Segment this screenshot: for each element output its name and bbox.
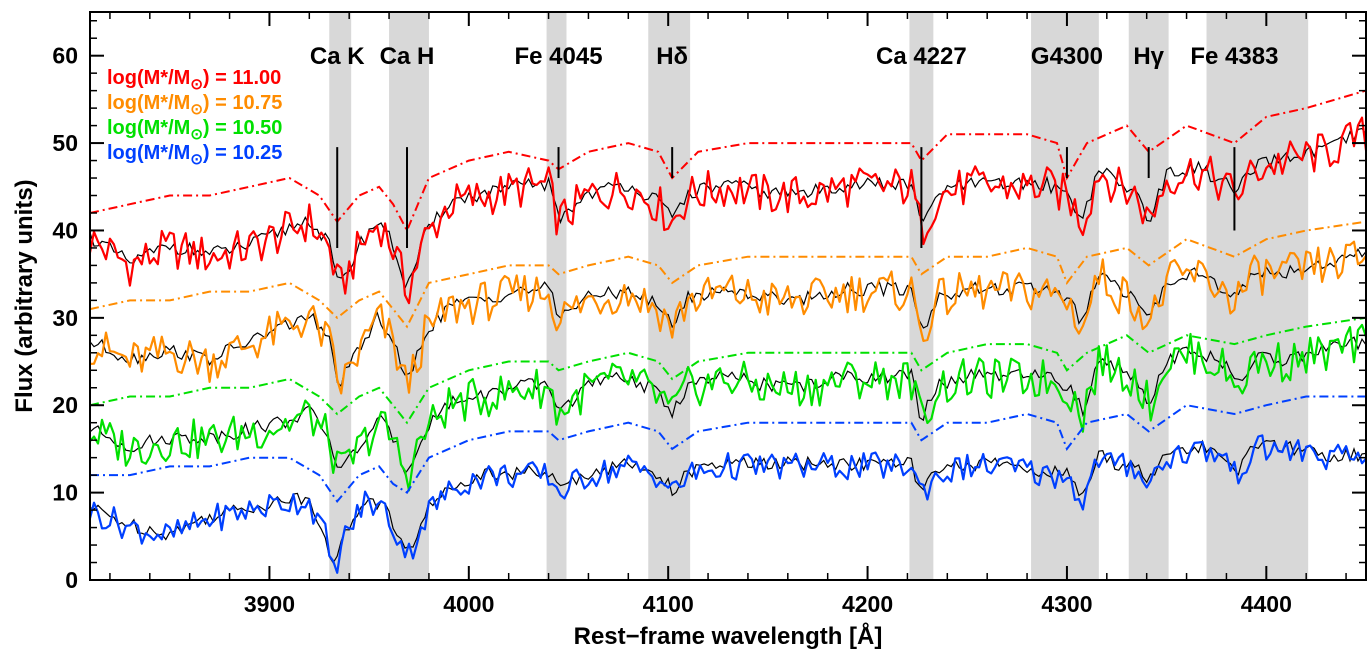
marker-label-ca-h: Ca H (380, 43, 435, 70)
x-tick-label-3900: 3900 (244, 591, 295, 617)
y-tick-label-50: 50 (52, 130, 78, 156)
marker-label-fe-4045: Fe 4045 (514, 43, 602, 70)
feature-markers: Ca K Ca H Fe 4045 Hδ Ca 4227 G4300 Hγ Fe 4383 (310, 43, 1278, 248)
series-line-10-25 (88, 434, 1367, 574)
marker-label-g4300: G4300 (1031, 43, 1103, 70)
series-line-10-50 (89, 323, 1368, 492)
series-dashdot-10-75 (89, 220, 1367, 329)
y-tick-label-20: 20 (52, 392, 78, 418)
series-dashdot-10-50 (89, 316, 1367, 425)
series-line-11-00 (88, 116, 1368, 305)
marker-label-ca-4227: Ca 4227 (876, 43, 967, 70)
legend-entry-10-75: log(M*/M⊙) = 10.75 (107, 92, 282, 118)
y-axis-label: Flux (arbitrary units) (11, 179, 38, 412)
x-tick-label-4200: 4200 (842, 591, 893, 617)
series-model-11-00 (89, 127, 1367, 290)
band-fe-4045 (546, 12, 567, 580)
marker-label-ca-k: Ca K (310, 43, 365, 70)
series-dashdot-10-25 (90, 395, 1366, 504)
series-model-10-75 (89, 247, 1367, 388)
band-fe-4383 (1206, 12, 1309, 580)
band-ca-k (329, 12, 352, 580)
y-tick-label-60: 60 (52, 43, 78, 69)
y-tick-label-40: 40 (52, 217, 78, 243)
band-h (648, 12, 691, 580)
marker-label-h: Hδ (656, 43, 688, 70)
x-tick-label-4000: 4000 (443, 591, 494, 617)
axis-ticks: 3900 4000 4100 4200 4300 4400 0 10 20 30 40 50 60 (52, 12, 1366, 617)
legend-entry-10-50: log(M*/M⊙) = 10.50 (107, 117, 282, 143)
legend-entry-10-25: log(M*/M⊙) = 10.25 (107, 142, 282, 168)
spectra-lines (88, 89, 1368, 574)
x-axis-label: Rest−frame wavelength [Å] (574, 622, 883, 650)
y-tick-label-10: 10 (52, 480, 78, 506)
plot-frame (89, 11, 1367, 581)
marker-label-fe-4383: Fe 4383 (1190, 43, 1278, 70)
absorption-bands (329, 12, 1309, 580)
y-tick-label-30: 30 (52, 305, 78, 331)
x-tick-label-4300: 4300 (1041, 591, 1092, 617)
series-line-10-75 (89, 240, 1367, 395)
x-tick-label-4400: 4400 (1241, 591, 1292, 617)
y-tick-label-0: 0 (65, 567, 78, 593)
series-dashdot-11-00 (89, 89, 1367, 233)
band-g4300 (1031, 12, 1099, 580)
x-tick-label-4100: 4100 (643, 591, 694, 617)
marker-label-h: Hγ (1133, 43, 1164, 70)
legend-entry-11-00: log(M*/M⊙) = 11.00 (107, 67, 281, 93)
